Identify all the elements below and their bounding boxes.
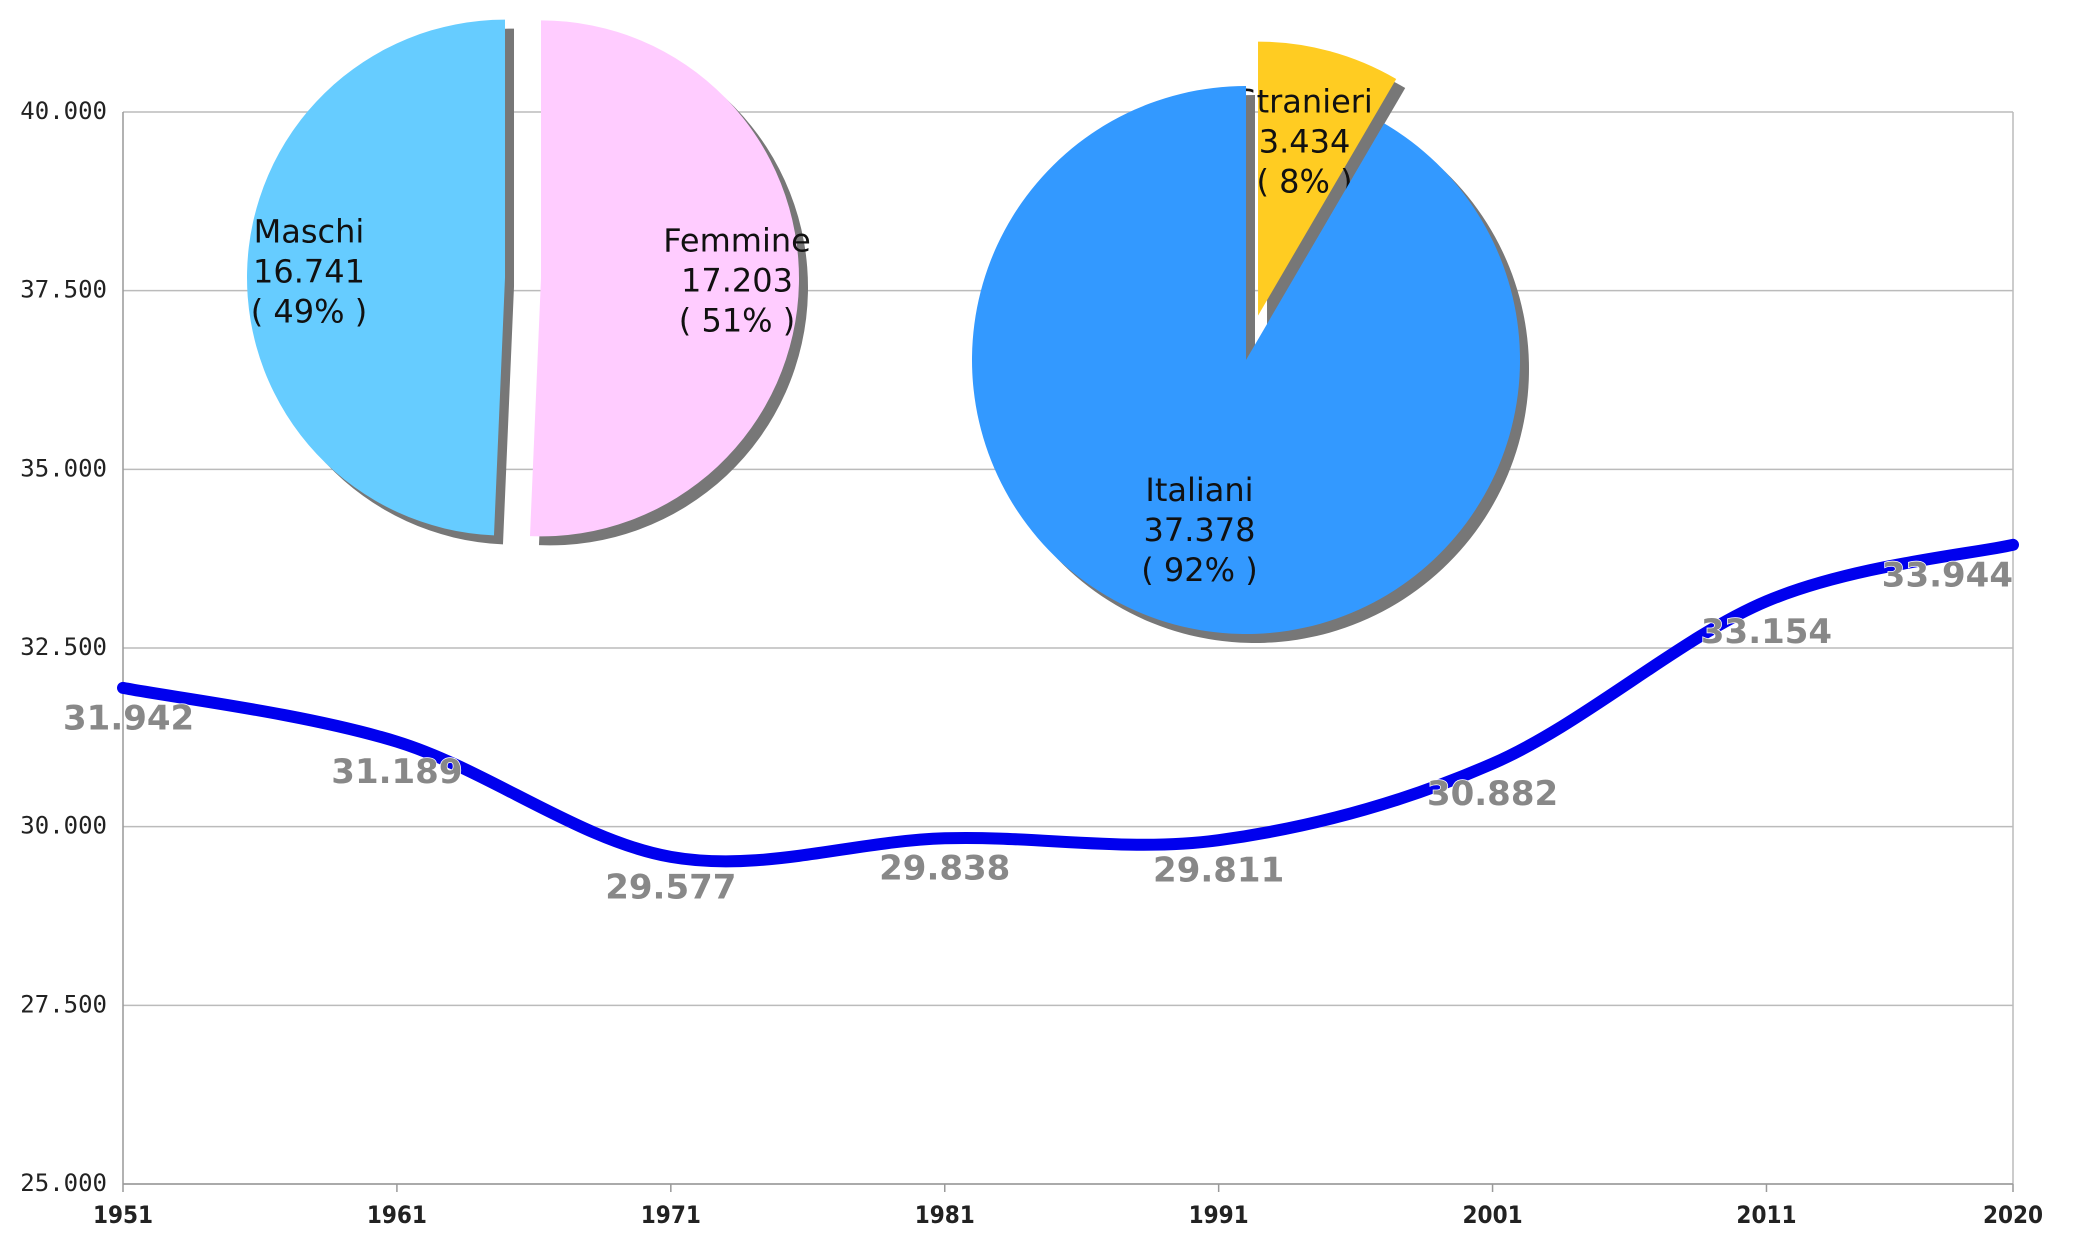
value-label: 29.811: [1153, 851, 1284, 891]
y-tick-label: 27.500: [20, 990, 107, 1018]
pie-slice: [1258, 41, 1397, 316]
line: [117, 538, 2019, 868]
x-tick-label: 1991: [1189, 1201, 1249, 1229]
value-label: 30.882: [1427, 774, 1558, 814]
slice-label: Stranieri: [1236, 83, 1373, 121]
x-tick-label: 1951: [93, 1201, 153, 1229]
slice-percent: ( 51% ): [679, 302, 795, 340]
x-tick-label: 1971: [641, 1201, 701, 1229]
slice-value: 3.434: [1259, 123, 1351, 161]
y-tick-label: 40.000: [20, 97, 107, 125]
y-tick-label: 25.000: [20, 1169, 107, 1197]
y-tick-label: 30.000: [20, 812, 107, 840]
x-tick-label: 2020: [1983, 1201, 2043, 1229]
slice-label: Maschi: [254, 212, 365, 250]
pie-slice: [247, 19, 506, 536]
slice-percent: ( 8% ): [1257, 163, 1353, 201]
value-label: 29.577: [605, 867, 736, 907]
slice-value: 17.203: [681, 262, 793, 300]
x-tick-label: 2011: [1736, 1201, 1796, 1229]
y-tick-label: 32.500: [20, 633, 107, 661]
x-tick-label: 1981: [915, 1201, 975, 1229]
value-label: 33.944: [1882, 555, 2013, 595]
value-label: 29.838: [879, 849, 1010, 889]
value-label: 33.154: [1701, 612, 1832, 652]
pie-slice: [971, 85, 1520, 634]
slice-value: 16.741: [253, 252, 365, 290]
slice-percent: ( 49% ): [251, 292, 367, 330]
value-label: 31.942: [63, 698, 194, 738]
slice-label: Italiani: [1145, 471, 1253, 509]
x-tick-label: 1961: [367, 1201, 427, 1229]
slice-value: 37.378: [1143, 511, 1255, 549]
x-tick-label: 2001: [1463, 1201, 1523, 1229]
pie-slice: [529, 20, 799, 537]
y-tick-label: 35.000: [20, 454, 107, 482]
y-tick-label: 37.500: [20, 276, 107, 304]
value-label: 31.189: [331, 752, 462, 792]
slice-label: Femmine: [663, 222, 811, 260]
slice-percent: ( 92% ): [1141, 551, 1257, 589]
